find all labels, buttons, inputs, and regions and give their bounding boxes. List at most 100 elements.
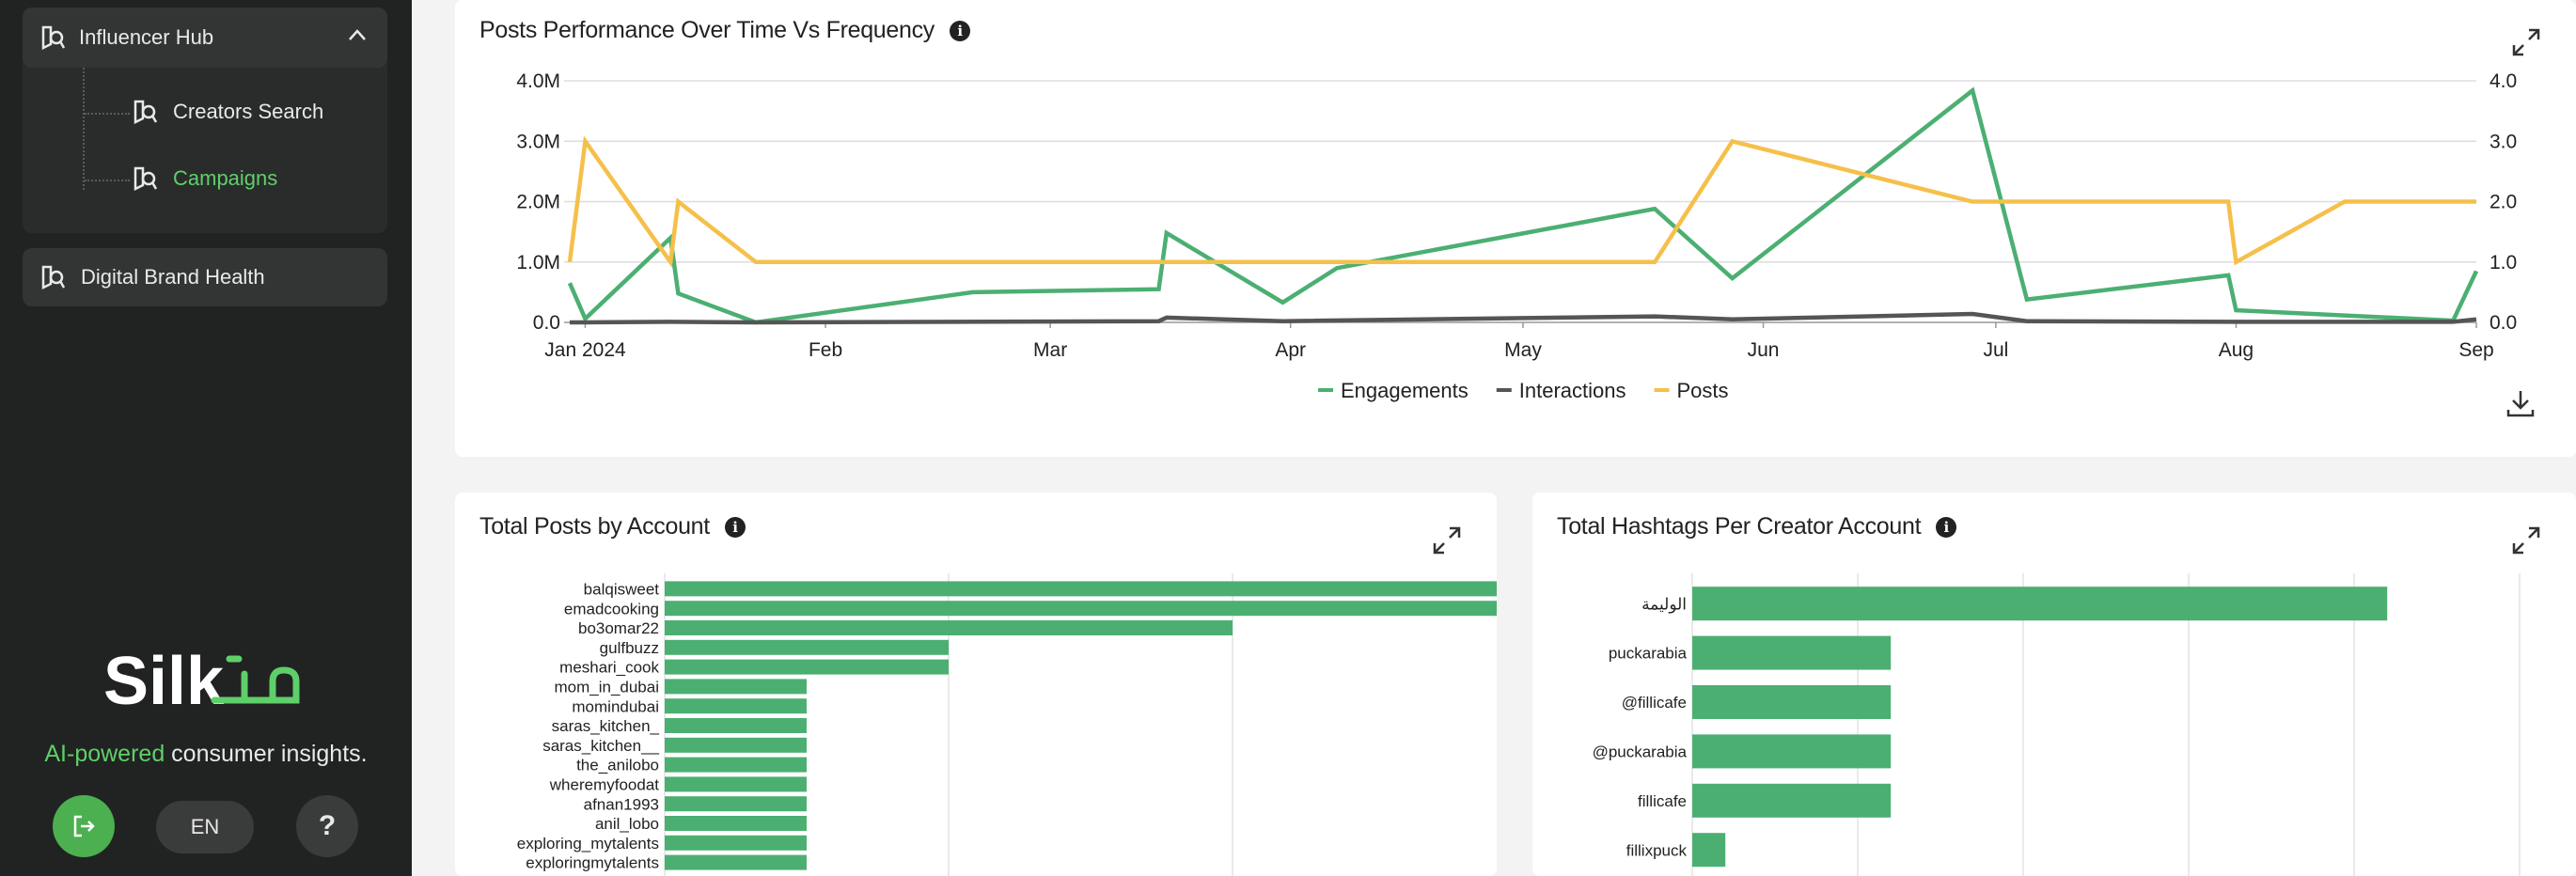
card-title-text: Posts Performance Over Time Vs Frequency [479, 17, 935, 43]
card-title: Posts Performance Over Time Vs Frequency… [479, 17, 971, 44]
category-label: fillixpuck [1626, 841, 1688, 859]
help-button[interactable]: ? [296, 795, 358, 857]
bar [665, 854, 807, 870]
bar [665, 718, 807, 733]
hashtags-bar-chart: الوليمة puckarabia @fillicafe @puckarabia fi… [1593, 573, 2521, 876]
expand-icon[interactable] [2510, 26, 2542, 58]
x-tick-label: Jul [1983, 339, 2008, 361]
total-posts-card: Total Posts by Account i balqisweet emadc… [455, 493, 1497, 876]
x-tick-label: Apr [1275, 339, 1306, 361]
x-tick-label: Sep [2458, 339, 2493, 361]
category-label: الوليمة [1641, 595, 1687, 614]
line-chart: 0.0 1.0M 2.0M 3.0M 4.0M 0.0 1.0 2.0 3.0 4.0 Jan 20… [516, 70, 2517, 402]
y-left-tick-label: 3.0M [516, 131, 560, 152]
logout-button[interactable] [53, 795, 115, 857]
y-left-tick-label: 0.0 [533, 312, 560, 334]
legend-label: Interactions [1519, 379, 1626, 402]
sidebar-item-digital-brand-health[interactable]: Digital Brand Health [23, 248, 387, 306]
influencer-hub-label: Influencer Hub [79, 25, 214, 49]
category-label: saras_kitchen__ [542, 737, 659, 755]
category-label: wheremyfoodat [549, 776, 660, 794]
bar [1692, 833, 1726, 868]
category-label: exploringmytalents [526, 854, 659, 872]
card-title: Total Posts by Account i [479, 513, 746, 540]
chevron-up-icon[interactable] [348, 28, 367, 41]
category-label: fillicafe [1638, 792, 1687, 810]
bar [665, 757, 807, 773]
download-icon[interactable] [2505, 387, 2537, 419]
sidebar-item-label: Digital Brand Health [81, 265, 265, 289]
card-title-text: Total Posts by Account [479, 513, 710, 540]
y-left-tick-label: 4.0M [516, 70, 560, 92]
category-label: puckarabia [1609, 645, 1688, 663]
category-label: bo3omar22 [578, 619, 659, 637]
x-tick-label: Jun [1748, 339, 1780, 361]
category-label: momindubai [572, 697, 659, 715]
posts-performance-card: Posts Performance Over Time Vs Frequency… [455, 0, 2576, 457]
creator-icon [134, 100, 158, 125]
legend-label: Engagements [1341, 379, 1469, 402]
influencer-hub-group: Influencer Hub Creators Search Campaigns [23, 8, 387, 233]
legend-label: Posts [1677, 379, 1729, 402]
x-tick-label: May [1504, 339, 1542, 361]
bar [1692, 685, 1892, 719]
card-title-text: Total Hashtags Per Creator Account [1557, 513, 1922, 540]
category-label: emadcooking [564, 600, 659, 618]
category-label: exploring_mytalents [517, 835, 659, 853]
bar [665, 698, 807, 714]
silk-logo: Silk [103, 644, 300, 719]
bar [665, 581, 1497, 597]
sidebar-item-label: Campaigns [173, 166, 278, 190]
sidebar-item-campaigns[interactable]: Campaigns [132, 164, 277, 193]
bar [1692, 734, 1892, 769]
bar [665, 816, 807, 831]
category-label: anil_lobo [595, 815, 659, 833]
bar [665, 776, 807, 792]
bar [665, 835, 807, 851]
creator-icon [41, 25, 66, 51]
series-line-engagements [567, 86, 2479, 325]
category-label: saras_kitchen_ [552, 717, 660, 735]
bar [665, 679, 807, 695]
card-title: Total Hashtags Per Creator Account i [1557, 513, 1957, 540]
category-label: @fillicafe [1622, 694, 1687, 712]
hashtags-card: Total Hashtags Per Creator Account i الو… [1532, 493, 2576, 876]
y-right-tick-label: 2.0 [2490, 192, 2517, 213]
y-right-tick-label: 1.0 [2490, 252, 2517, 274]
logout-icon [73, 815, 95, 837]
expand-icon[interactable] [2510, 524, 2542, 556]
category-label: the_anilobo [576, 757, 659, 774]
series-line-interactions [570, 311, 2477, 325]
influencer-hub-header[interactable]: Influencer Hub [23, 8, 387, 68]
category-label: balqisweet [584, 581, 660, 599]
tagline-accent: AI-powered [44, 741, 165, 767]
sidebar-item-creators-search[interactable]: Creators Search [132, 98, 323, 126]
x-tick-label: Mar [1033, 339, 1067, 361]
tree-branch [85, 113, 130, 115]
creator-icon [41, 265, 66, 290]
bar [665, 659, 949, 675]
expand-icon[interactable] [1431, 524, 1463, 556]
bar [1692, 587, 2388, 621]
language-button[interactable]: EN [156, 801, 254, 853]
info-icon[interactable]: i [1936, 516, 1957, 538]
info-icon[interactable]: i [724, 516, 746, 538]
creator-icon [134, 166, 158, 192]
y-right-tick-label: 3.0 [2490, 131, 2517, 152]
bar [665, 639, 949, 655]
logo-text: Silk [103, 644, 225, 719]
x-tick-label: Jan 2024 [544, 339, 626, 361]
y-right-tick-label: 4.0 [2490, 70, 2517, 92]
tagline: AI-powered consumer insights. [0, 741, 412, 768]
bar [1692, 783, 1892, 818]
category-label: @puckarabia [1593, 743, 1688, 761]
category-label: gulfbuzz [600, 639, 659, 657]
info-icon[interactable]: i [950, 20, 971, 41]
sidebar: Influencer Hub Creators Search Campaigns [0, 0, 412, 876]
sidebar-item-label: Creators Search [173, 100, 324, 123]
x-tick-label: Aug [2219, 339, 2254, 361]
bar [665, 601, 1497, 617]
bar [1692, 635, 1892, 670]
x-tick-label: Feb [809, 339, 842, 361]
